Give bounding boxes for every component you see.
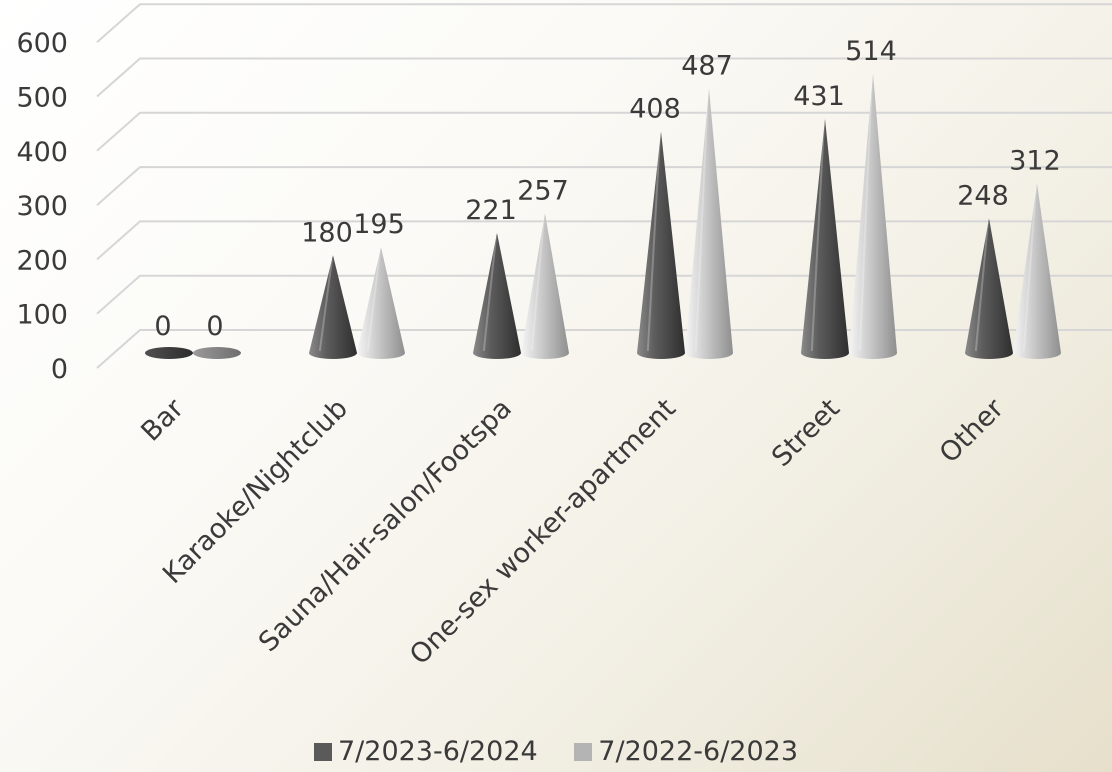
legend-swatch-series-2: [574, 742, 593, 761]
y-axis: 0 100 200 300 400 500 600: [16, 28, 68, 385]
data-label: 180: [301, 217, 353, 248]
legend-item-series-1: 7/2023-6/2024: [313, 736, 538, 767]
cone-mark: [965, 218, 1013, 359]
gridline: [96, 111, 1112, 152]
legend-swatch-series-1: [313, 742, 332, 761]
gridline: [96, 3, 1112, 43]
x-tick-label: Bar: [135, 392, 190, 447]
y-tick-label: 600: [16, 28, 68, 59]
legend-item-series-2: 7/2022-6/2023: [574, 736, 798, 767]
legend: 7/2023-6/2024 7/2022-6/2023: [0, 736, 1112, 768]
y-tick-label: 500: [16, 83, 68, 114]
data-label: 514: [845, 36, 897, 67]
x-tick-label: Other: [934, 392, 1011, 469]
cone-mark: [473, 232, 521, 359]
data-label: 487: [681, 51, 733, 82]
data-label: 221: [465, 195, 517, 226]
gridline: [96, 329, 1112, 369]
data-label: 408: [629, 93, 681, 124]
data-label: 0: [206, 311, 223, 342]
cone-mark: [801, 118, 849, 359]
data-label: 257: [517, 175, 569, 206]
legend-label-series-2: 7/2022-6/2023: [598, 736, 799, 767]
gridlines: [96, 3, 1112, 369]
x-tick-label: Karaoke/Nightclub: [157, 393, 354, 590]
cone-mark: [145, 347, 193, 359]
x-axis: BarKaraoke/NightclubSauna/Hair-salon/Foo…: [135, 392, 1010, 671]
x-tick-label: Street: [766, 393, 846, 473]
cone-mark: [849, 73, 897, 359]
cone-mark: [637, 131, 685, 359]
data-label: 248: [957, 180, 1009, 211]
y-tick-label: 400: [16, 137, 68, 168]
y-tick-label: 200: [16, 245, 68, 276]
data-label: 0: [154, 311, 171, 342]
cone-mark: [1013, 183, 1061, 359]
y-tick-label: 0: [51, 354, 68, 385]
gridline: [96, 57, 1112, 98]
gridline: [96, 166, 1112, 206]
cone-mark: [521, 213, 569, 359]
cone-mark: [357, 247, 405, 359]
gridline: [96, 274, 1112, 315]
data-label: 312: [1009, 146, 1061, 177]
y-tick-label: 100: [16, 300, 68, 331]
cone-mark: [685, 88, 733, 360]
gridline: [96, 220, 1112, 261]
y-tick-label: 300: [16, 191, 68, 222]
x-tick-label: One-sex worker-apartment: [404, 393, 682, 671]
cone-mark: [309, 255, 357, 359]
cone-mark: [193, 347, 241, 359]
legend-label-series-1: 7/2023-6/2024: [337, 736, 538, 767]
data-label: 431: [793, 81, 845, 112]
data-label: 195: [353, 209, 405, 240]
